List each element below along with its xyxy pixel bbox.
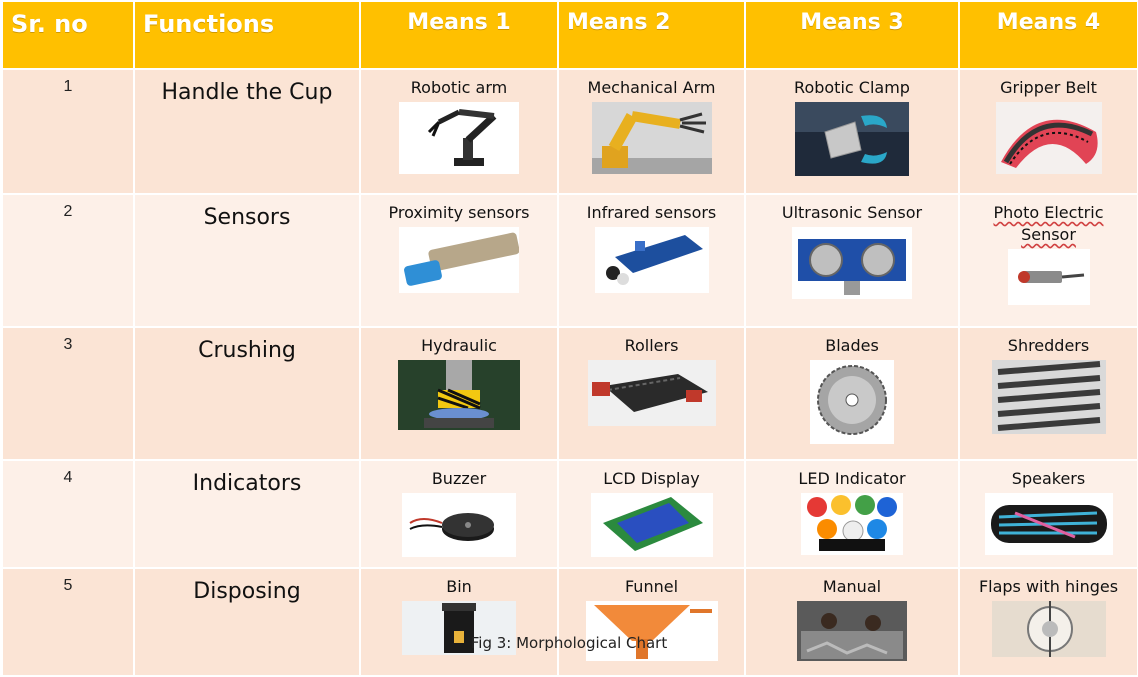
header-row: Sr. no Functions Means 1 Means 2 Means 3… bbox=[1, 0, 1138, 70]
means-label: LCD Display bbox=[603, 469, 700, 488]
means-label: Photo Electric Sensor bbox=[993, 203, 1104, 244]
hydraulic-press-image bbox=[398, 360, 520, 430]
lcd-display-image bbox=[590, 493, 713, 557]
means-cell: Manual bbox=[744, 567, 960, 677]
ultrasonic-sensor-image bbox=[792, 227, 912, 299]
sr-no-cell: 2 bbox=[1, 193, 135, 328]
table-row: 1 Handle the Cup Robotic arm Mechanical … bbox=[1, 68, 1138, 195]
means-cell: Bin bbox=[359, 567, 559, 677]
means-cell: Hydraulic bbox=[359, 326, 559, 461]
means-cell: LCD Display bbox=[557, 459, 746, 569]
funnel-image bbox=[585, 601, 718, 661]
led-indicator-image bbox=[801, 493, 903, 555]
proximity-sensor-image bbox=[399, 227, 519, 293]
means-label: Hydraulic bbox=[421, 336, 497, 355]
means-cell: LED Indicator bbox=[744, 459, 960, 569]
means-cell: Proximity sensors bbox=[359, 193, 559, 328]
means-cell: Speakers bbox=[958, 459, 1138, 569]
means-cell: Blades bbox=[744, 326, 960, 461]
sr-no-cell: 5 bbox=[1, 567, 135, 677]
table-row: 5 Disposing Bin Funnel bbox=[1, 567, 1138, 677]
means-cell: Gripper Belt bbox=[958, 68, 1138, 195]
function-cell: Disposing bbox=[133, 567, 361, 677]
buzzer-image bbox=[402, 493, 516, 557]
means-label: Gripper Belt bbox=[1000, 78, 1097, 97]
sr-no-cell: 3 bbox=[1, 326, 135, 461]
means-label: Mechanical Arm bbox=[587, 78, 716, 97]
header-means-2: Means 2 bbox=[557, 0, 746, 70]
means-label: Bin bbox=[446, 577, 472, 596]
shredder-image bbox=[991, 360, 1106, 434]
means-cell: Robotic Clamp bbox=[744, 68, 960, 195]
photo-electric-sensor-image bbox=[1007, 249, 1090, 305]
means-cell: Ultrasonic Sensor bbox=[744, 193, 960, 328]
speaker-image bbox=[984, 493, 1113, 555]
means-label: Speakers bbox=[1011, 469, 1086, 488]
means-label: Robotic Clamp bbox=[794, 78, 910, 97]
header-functions: Functions bbox=[133, 0, 361, 70]
means-cell: Shredders bbox=[958, 326, 1138, 461]
sr-no-cell: 1 bbox=[1, 68, 135, 195]
means-label: Rollers bbox=[624, 336, 679, 355]
bin-image bbox=[402, 601, 516, 655]
table-row: 3 Crushing Hydraulic Rollers bbox=[1, 326, 1138, 461]
means-label: Robotic arm bbox=[410, 78, 508, 97]
means-cell: Flaps with hinges bbox=[958, 567, 1138, 677]
sr-no-cell: 4 bbox=[1, 459, 135, 569]
header-means-1: Means 1 bbox=[359, 0, 559, 70]
means-cell: Photo Electric Sensor bbox=[958, 193, 1138, 328]
function-cell: Crushing bbox=[133, 326, 361, 461]
robotic-arm-image bbox=[399, 102, 519, 174]
means-cell: Buzzer bbox=[359, 459, 559, 569]
means-label: Blades bbox=[825, 336, 879, 355]
table-row: 4 Indicators Buzzer LCD Display bbox=[1, 459, 1138, 569]
means-cell: Infrared sensors bbox=[557, 193, 746, 328]
means-label: Flaps with hinges bbox=[978, 577, 1119, 596]
means-cell: Funnel bbox=[557, 567, 746, 677]
gripper-belt-image bbox=[995, 102, 1102, 174]
means-label: LED Indicator bbox=[798, 469, 906, 488]
function-cell: Indicators bbox=[133, 459, 361, 569]
means-label: Buzzer bbox=[431, 469, 487, 488]
means-cell: Rollers bbox=[557, 326, 746, 461]
header-means-4: Means 4 bbox=[958, 0, 1138, 70]
table-row: 2 Sensors Proximity sensors Infrared sen… bbox=[1, 193, 1138, 328]
means-label: Manual bbox=[822, 577, 882, 596]
infrared-sensor-image bbox=[594, 227, 709, 293]
figure-caption: Fig 3: Morphological Chart bbox=[470, 634, 668, 652]
means-cell: Mechanical Arm bbox=[557, 68, 746, 195]
header-means-3: Means 3 bbox=[744, 0, 960, 70]
header-sr-no: Sr. no bbox=[1, 0, 135, 70]
means-cell: Robotic arm bbox=[359, 68, 559, 195]
function-cell: Handle the Cup bbox=[133, 68, 361, 195]
means-label: Proximity sensors bbox=[388, 203, 530, 222]
flaps-hinges-image bbox=[991, 601, 1106, 657]
function-cell: Sensors bbox=[133, 193, 361, 328]
saw-blade-image bbox=[810, 360, 894, 444]
rollers-image bbox=[587, 360, 716, 426]
robotic-clamp-image bbox=[795, 102, 909, 176]
means-label: Infrared sensors bbox=[586, 203, 717, 222]
means-label: Funnel bbox=[624, 577, 679, 596]
means-label: Shredders bbox=[1007, 336, 1090, 355]
manual-sorting-image bbox=[797, 601, 907, 661]
means-label: Ultrasonic Sensor bbox=[781, 203, 923, 222]
mechanical-arm-image bbox=[591, 102, 712, 174]
